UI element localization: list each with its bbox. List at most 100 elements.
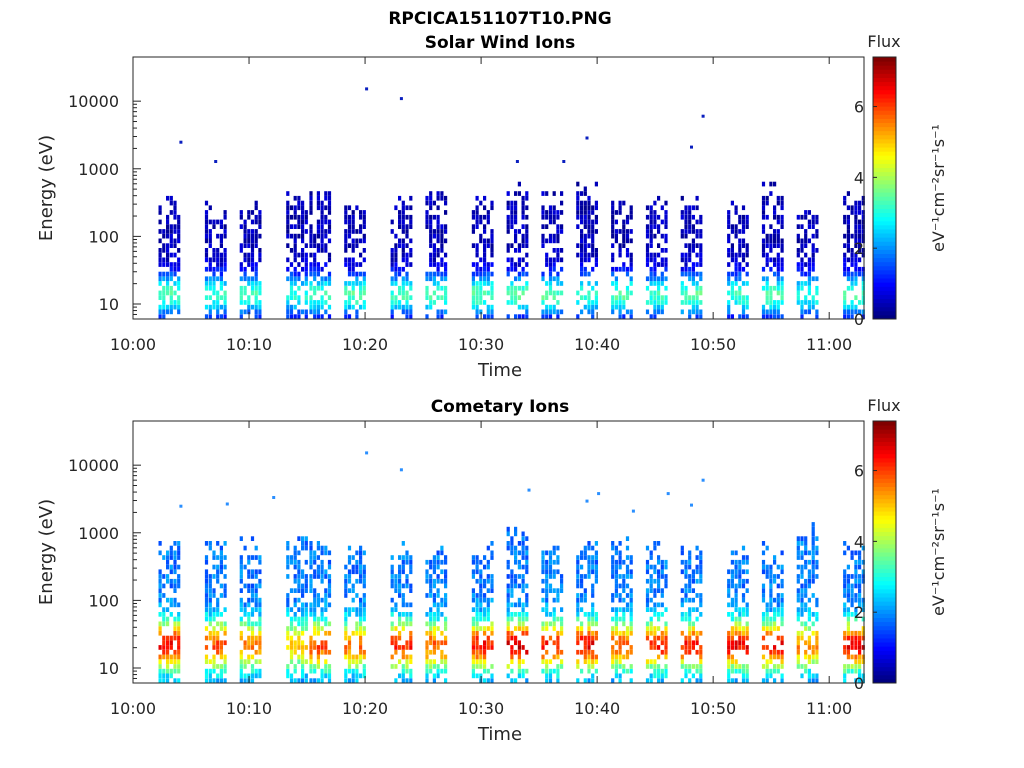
spectrogram-burst [506, 181, 529, 319]
spectrogram-cell [521, 659, 525, 664]
spectrogram-cell [483, 205, 487, 211]
spectrogram-cell [664, 295, 668, 300]
spectrogram-cell [811, 219, 815, 225]
spectrogram-cell [247, 238, 251, 244]
spectrogram-cell [688, 645, 692, 650]
spectrogram-cell [664, 285, 668, 291]
spectrogram-cell [769, 266, 773, 272]
spectrogram-cell [208, 616, 212, 622]
spectrogram-cell [695, 285, 699, 291]
spectrogram-cell [405, 262, 409, 267]
spectrogram-cell [327, 564, 332, 570]
spectrogram-cell [761, 550, 766, 556]
spectrogram-cell [734, 616, 738, 622]
spectrogram-cell [216, 300, 220, 305]
spectrogram-cell [212, 285, 216, 291]
spectrogram-cell [611, 541, 615, 546]
spectrogram-cell [429, 583, 433, 589]
spectrogram-cell [649, 210, 653, 215]
spectrogram-cell [471, 659, 475, 664]
spectrogram-cell [576, 191, 580, 196]
spectrogram-cell [861, 238, 865, 244]
spectrogram-cell [429, 574, 433, 579]
spectrogram-cell [440, 295, 444, 300]
spectrogram-cell [727, 304, 731, 310]
spectrogram-cell [738, 668, 742, 674]
spectrogram-cell [741, 224, 746, 229]
spectrogram-cell [483, 597, 487, 603]
spectrogram-cell [804, 621, 808, 627]
spectrogram-cell [645, 252, 650, 258]
spectrogram-cell [301, 616, 305, 622]
spectrogram-cell [223, 314, 227, 319]
spectrogram-cell [730, 668, 734, 674]
spectrogram-cell [688, 612, 692, 617]
spectrogram-cell [684, 271, 688, 277]
spectrogram-cell [691, 673, 695, 679]
spectrogram-cell [173, 243, 177, 248]
spectrogram-cell [289, 635, 294, 641]
spectrogram-cell [618, 229, 622, 234]
spectrogram-cell [362, 248, 366, 253]
spectrogram-cell [351, 285, 355, 291]
spectrogram-cell [177, 640, 181, 646]
spectrogram-cell [390, 621, 394, 627]
spectrogram-cell [409, 205, 413, 211]
spectrogram-cell [490, 295, 494, 300]
spectrogram-cell [745, 248, 749, 253]
spectrogram-burst [576, 181, 598, 319]
spectrogram-cell [745, 569, 749, 575]
spectrogram-cell [645, 593, 650, 598]
spectrogram-cell [254, 583, 258, 589]
spectrogram-cell [854, 295, 858, 300]
spectrogram-cell [390, 262, 394, 267]
spectrogram-cell [405, 574, 409, 579]
spectrogram-cell [258, 578, 262, 584]
spectrogram-cell [545, 281, 549, 286]
spectrogram-cell [629, 574, 633, 579]
spectrogram-cell [479, 664, 483, 669]
spectrogram-cell [858, 574, 862, 579]
spectrogram-cell [622, 616, 626, 622]
spectrogram-cell [850, 555, 854, 560]
spectrogram-cell [625, 668, 630, 674]
spectrogram-cell [625, 536, 630, 541]
spectrogram-cell [653, 630, 657, 636]
spectrogram-cell [843, 262, 847, 267]
spectrogram-cell [629, 262, 633, 267]
spectrogram-cell [359, 271, 363, 277]
spectrogram-cell [219, 569, 223, 575]
spectrogram-cell [223, 654, 227, 660]
spectrogram-cell [219, 219, 223, 225]
spectrogram-cell [858, 673, 862, 679]
spectrogram-cell [741, 555, 746, 560]
spectrogram-cell [254, 214, 258, 220]
spectrogram-cell [699, 673, 703, 679]
spectrogram-cell [861, 295, 865, 300]
spectrogram-cell [653, 673, 657, 679]
spectrogram-cell [362, 257, 366, 263]
spectrogram-cell [660, 309, 664, 315]
spectrogram-cell [618, 266, 622, 272]
colorbar-tick-label: 0 [854, 310, 864, 329]
spectrogram-cell [425, 649, 429, 655]
spectrogram-cell [219, 664, 223, 669]
spectrogram-point [272, 496, 276, 499]
colorbar-segment [873, 637, 896, 643]
spectrogram-cell [223, 290, 227, 296]
spectrogram-cell [258, 285, 262, 291]
colorbar-segment [873, 237, 896, 242]
spectrogram-cell [475, 621, 479, 627]
spectrogram-cell [541, 659, 545, 664]
spectrogram-cell [517, 673, 521, 679]
spectrogram-cell [429, 224, 433, 229]
spectrogram-cell [486, 304, 490, 310]
spectrogram-cell [765, 545, 769, 551]
spectrogram-cell [347, 574, 352, 579]
colorbar-segment [873, 286, 896, 291]
spectrogram-cell [583, 640, 587, 646]
spectrogram-cell [514, 248, 518, 253]
spectrogram-cell [664, 673, 668, 679]
spectrogram-cell [684, 219, 688, 225]
spectrogram-cell [618, 550, 622, 556]
